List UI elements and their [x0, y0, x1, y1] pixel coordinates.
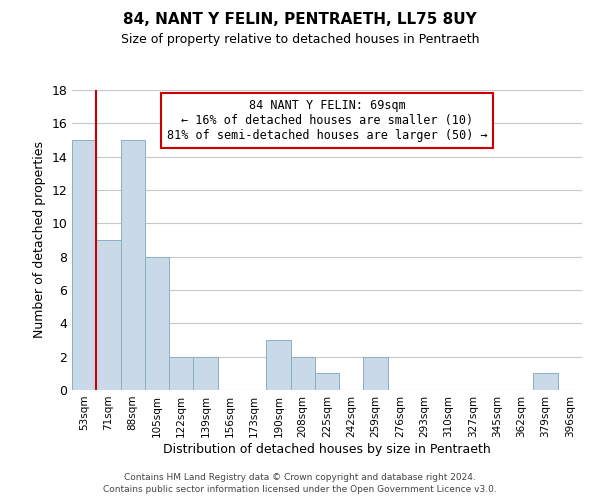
Bar [533, 374, 558, 390]
Bar [290, 356, 315, 390]
Bar [121, 140, 145, 390]
Text: Contains public sector information licensed under the Open Government Licence v3: Contains public sector information licen… [103, 485, 497, 494]
Text: Contains HM Land Registry data © Crown copyright and database right 2024.: Contains HM Land Registry data © Crown c… [124, 472, 476, 482]
Text: 84 NANT Y FELIN: 69sqm
← 16% of detached houses are smaller (10)
81% of semi-det: 84 NANT Y FELIN: 69sqm ← 16% of detached… [167, 99, 487, 142]
Y-axis label: Number of detached properties: Number of detached properties [33, 142, 46, 338]
Bar [145, 256, 169, 390]
Bar [72, 140, 96, 390]
Text: 84, NANT Y FELIN, PENTRAETH, LL75 8UY: 84, NANT Y FELIN, PENTRAETH, LL75 8UY [123, 12, 477, 28]
Text: Size of property relative to detached houses in Pentraeth: Size of property relative to detached ho… [121, 32, 479, 46]
Bar [364, 356, 388, 390]
Bar [315, 374, 339, 390]
Bar [169, 356, 193, 390]
Text: Distribution of detached houses by size in Pentraeth: Distribution of detached houses by size … [163, 442, 491, 456]
Bar [96, 240, 121, 390]
Bar [266, 340, 290, 390]
Bar [193, 356, 218, 390]
